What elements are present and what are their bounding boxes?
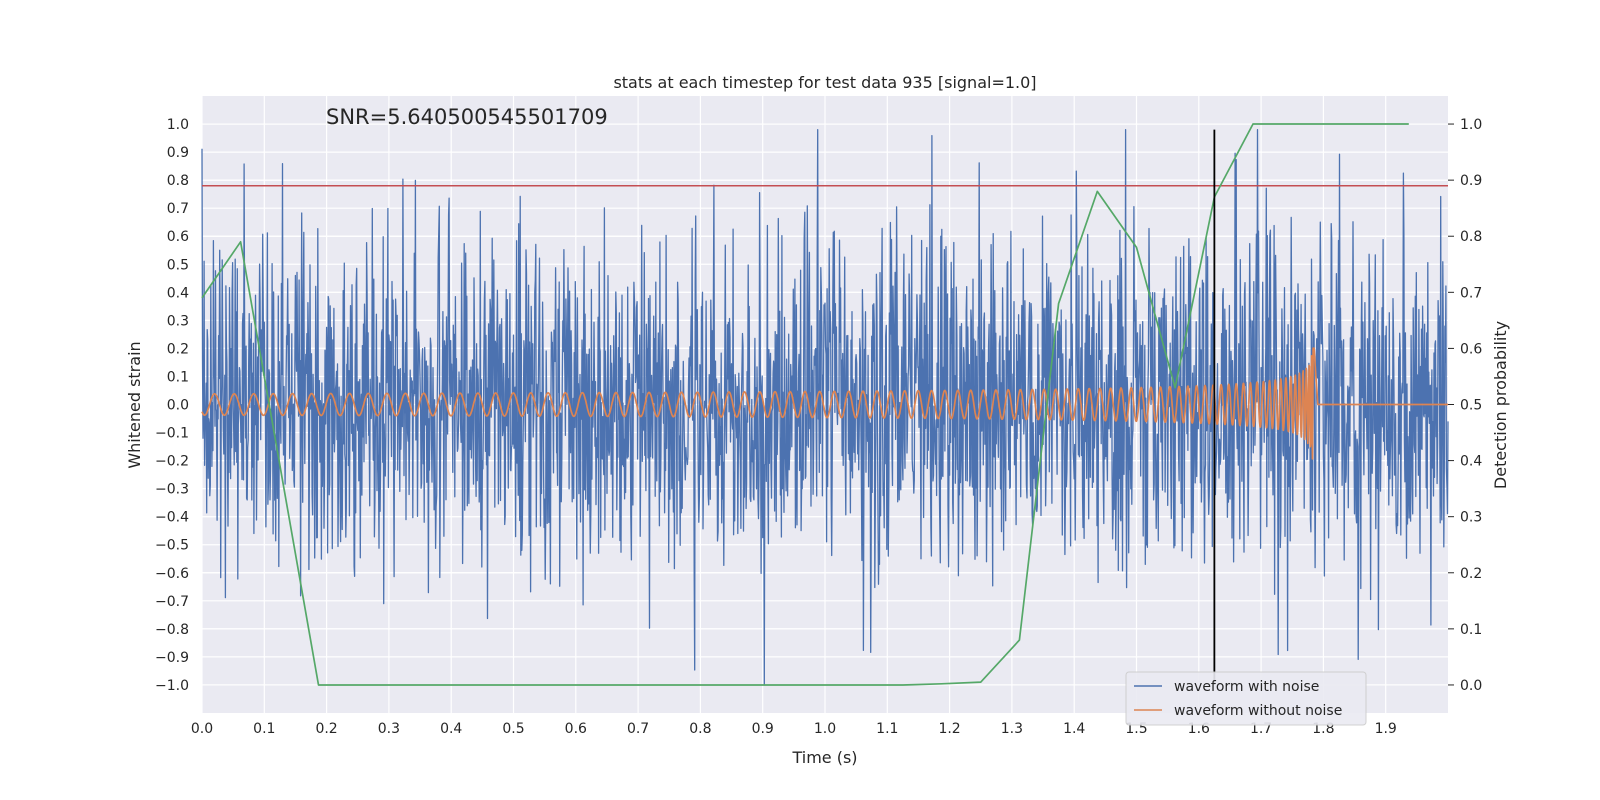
x-tick-label: 0.4: [440, 721, 462, 737]
x-tick-label: 0.0: [191, 721, 213, 737]
y-tick-label: 0.9: [167, 145, 189, 161]
y-tick-label: −0.4: [155, 510, 189, 526]
right-y-tick-label: 0.6: [1460, 341, 1482, 357]
x-tick-label: 1.1: [876, 721, 898, 737]
y-tick-label: 0.6: [167, 229, 189, 245]
snr-annotation: SNR=5.640500545501709: [326, 105, 608, 129]
right-y-tick-label: 0.2: [1460, 566, 1482, 582]
x-tick-label: 0.5: [502, 721, 524, 737]
legend-label-clean: waveform without noise: [1174, 703, 1342, 719]
right-y-tick-label: 0.4: [1460, 454, 1482, 470]
y-tick-label: 0.2: [167, 341, 189, 357]
y-tick-label: 0.8: [167, 173, 189, 189]
y-tick-labels: 1.0 0.9 0.8 0.7 0.6 0.5 0.4 0.3 0.2 0.1 0.0 −0.1 −0.…: [155, 117, 189, 694]
x-tick-label: 1.9: [1375, 721, 1397, 737]
x-axis-label: Time (s): [791, 748, 857, 767]
y-tick-label: −0.8: [155, 622, 189, 638]
right-y-tick-label: 0.9: [1460, 173, 1482, 189]
right-y-tick-label: 0.7: [1460, 285, 1482, 301]
y-tick-label: −1.0: [155, 678, 189, 694]
right-y-axis-label: Detection probability: [1491, 321, 1510, 489]
right-y-tick-label: 0.0: [1460, 678, 1482, 694]
y-axis-label: Whitened strain: [125, 341, 144, 468]
legend-box: [1125, 671, 1367, 726]
x-tick-label: 0.8: [689, 721, 711, 737]
right-y-tick-label: 0.3: [1460, 510, 1482, 526]
x-tick-label: 1.2: [938, 721, 960, 737]
x-tick-label: 1.3: [1001, 721, 1023, 737]
y-tick-label: 0.3: [167, 313, 189, 329]
y-tick-label: 1.0: [167, 117, 189, 133]
right-y-tick-label: 0.5: [1460, 398, 1482, 414]
y-tick-label: 0.0: [167, 398, 189, 414]
x-tick-label: 1.4: [1063, 721, 1085, 737]
y-tick-label: 0.7: [167, 201, 189, 217]
legend-label-noise: waveform with noise: [1174, 679, 1319, 695]
y-tick-label: −0.5: [155, 538, 189, 554]
y-tick-label: −0.3: [155, 482, 189, 498]
y-tick-label: −0.2: [155, 454, 189, 470]
x-tick-label: 1.0: [814, 721, 836, 737]
y-tick-label: −0.1: [155, 426, 189, 442]
y-tick-label: 0.1: [167, 369, 189, 385]
x-tick-label: 0.1: [253, 721, 275, 737]
y-tick-label: 0.5: [167, 257, 189, 273]
x-tick-label: 0.2: [315, 721, 337, 737]
y-tick-label: −0.9: [155, 650, 189, 666]
y-tick-label: 0.4: [167, 285, 189, 301]
x-tick-label: 0.9: [752, 721, 774, 737]
right-y-tick-label: 0.1: [1460, 622, 1482, 638]
x-tick-label: 0.7: [627, 721, 649, 737]
x-tick-label: 0.3: [378, 721, 400, 737]
series-layer: [201, 123, 1449, 686]
chart-title: stats at each timestep for test data 935…: [613, 73, 1036, 92]
x-tick-label: 0.6: [565, 721, 587, 737]
series-line-chirp: [201, 347, 1449, 460]
y-tick-label: −0.6: [155, 566, 189, 582]
legend: waveform with noise waveform without noi…: [1125, 671, 1367, 726]
right-y-tick-labels: 1.0 0.9 0.8 0.7 0.6 0.5 0.4 0.3 0.2 0.1 0.0: [1448, 117, 1482, 694]
right-y-tick-label: 1.0: [1460, 117, 1482, 133]
series-line-noise: [201, 129, 1449, 686]
right-y-tick-label: 0.8: [1460, 229, 1482, 245]
y-tick-label: −0.7: [155, 594, 189, 610]
